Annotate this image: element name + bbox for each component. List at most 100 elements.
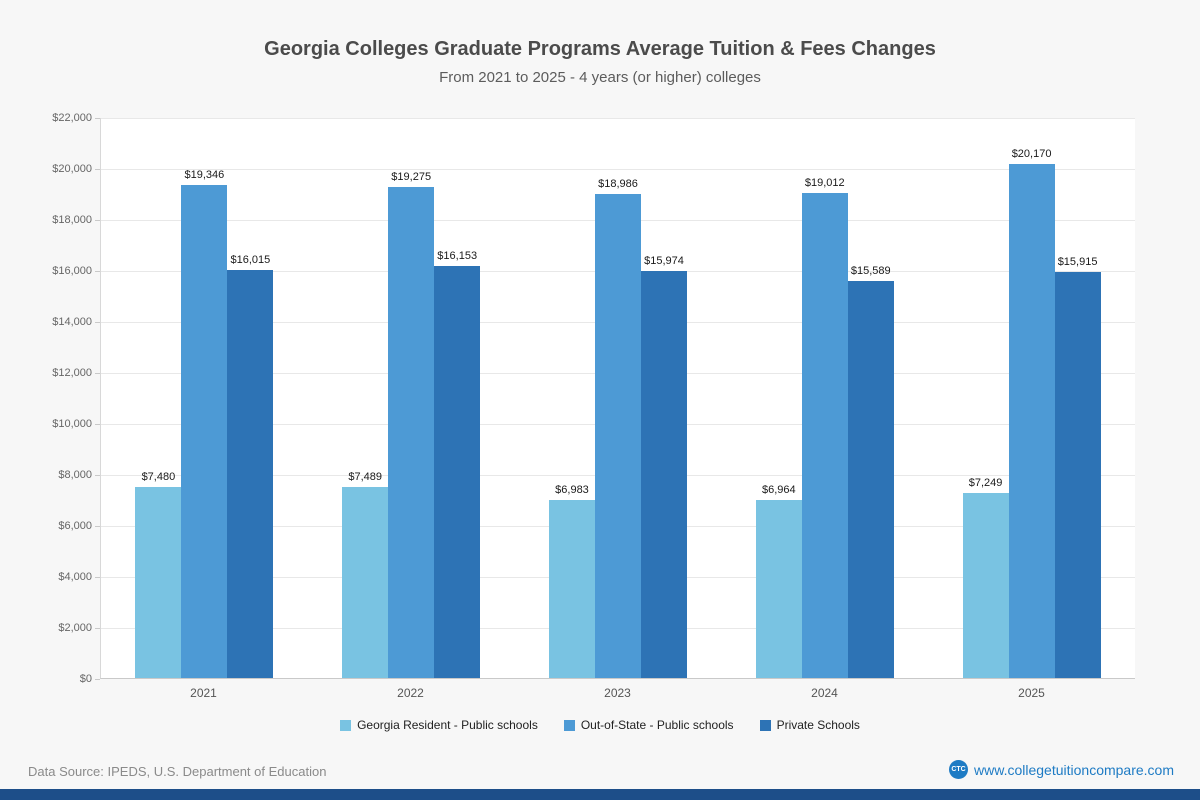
legend-marker-icon [563, 719, 575, 731]
bar-value-label: $19,012 [804, 177, 845, 190]
bar [388, 186, 435, 678]
bar-column: $16,015 [227, 118, 274, 678]
legend-label: Out-of-State - Public schools [580, 718, 734, 732]
x-tick-label: 2023 [604, 686, 631, 700]
bar-column: $19,012 [801, 118, 848, 678]
y-tick-mark [95, 424, 100, 425]
y-tick-mark [95, 271, 100, 272]
bar-value-label: $20,170 [1011, 147, 1052, 160]
y-tick-label: $22,000 [52, 112, 92, 124]
data-source-text: Data Source: IPEDS, U.S. Department of E… [28, 764, 327, 779]
y-tick-mark [95, 475, 100, 476]
y-tick-mark [95, 169, 100, 170]
y-tick-label: $0 [79, 673, 92, 685]
bar-value-label: $19,275 [391, 170, 432, 183]
bar-column: $16,153 [434, 118, 481, 678]
bar [962, 493, 1009, 678]
y-tick-label: $10,000 [52, 418, 92, 430]
bar-column: $15,915 [1054, 118, 1101, 678]
y-tick-label: $8,000 [58, 469, 92, 481]
bar-group-2022: $7,489 $19,275 $16,153 [308, 118, 515, 678]
y-tick-label: $16,000 [52, 265, 92, 277]
bar-column: $18,986 [594, 118, 641, 678]
bar [594, 193, 641, 678]
y-tick-mark [95, 322, 100, 323]
y-tick-label: $20,000 [52, 163, 92, 175]
bar [1008, 163, 1055, 678]
bar-value-label: $15,974 [644, 254, 684, 267]
site-logo-icon: CTC [949, 760, 969, 779]
legend-label: Private Schools [776, 718, 860, 732]
y-tick-mark [95, 577, 100, 578]
y-tick-label: $12,000 [52, 367, 92, 379]
bar-value-label: $15,915 [1057, 256, 1098, 269]
legend-item: Private Schools [759, 718, 860, 732]
bar-group-2023: $6,983 $18,986 $15,974 [515, 118, 722, 678]
bar-value-label: $16,153 [437, 250, 478, 263]
bar [181, 184, 228, 678]
y-tick-label: $6,000 [58, 520, 92, 532]
bar [801, 193, 848, 678]
y-axis: $0 $2,000 $4,000 $6,000 $8,000 $10,000 $12,000… [0, 112, 100, 685]
chart-subtitle: From 2021 to 2025 - 4 years (or higher) … [439, 69, 761, 86]
bar-value-label: $18,986 [598, 177, 638, 190]
bar-value-label: $19,346 [184, 168, 225, 181]
bar-column: $15,974 [640, 118, 687, 678]
bar-group-2024: $6,964 $19,012 $15,589 [721, 118, 928, 678]
gridline [101, 118, 1135, 119]
x-tick-label: 2025 [1018, 686, 1045, 700]
bar [227, 269, 274, 678]
plot-area: $7,480 $19,346 $16,015 $7,489 $19,275 $16,153… [100, 118, 1135, 679]
bar-column: $15,589 [847, 118, 894, 678]
bar-groups: $7,480 $19,346 $16,015 $7,489 $19,275 $16,153… [101, 118, 1135, 678]
y-tick-mark [95, 118, 100, 119]
bar [847, 280, 894, 678]
legend: Georgia Resident - Public schools Out-of-… [0, 718, 1200, 732]
legend-item: Out-of-State - Public schools [563, 718, 734, 732]
bottom-accent-bar [0, 789, 1200, 800]
bar [342, 487, 389, 678]
bar-value-label: $6,964 [761, 484, 796, 497]
y-tick-mark [95, 526, 100, 527]
bar-column: $19,275 [388, 118, 435, 678]
x-tick-label: 2022 [397, 686, 424, 700]
bar-column: $20,170 [1008, 118, 1055, 678]
bar-column: $6,964 [755, 118, 802, 678]
bar-value-label: $16,015 [230, 253, 271, 266]
bar [135, 487, 182, 678]
bar-value-label: $7,480 [141, 471, 176, 484]
bar-column: $7,249 [962, 118, 1009, 678]
bar-column: $7,480 [135, 118, 182, 678]
gridline [101, 169, 1135, 170]
bar-column: $19,346 [181, 118, 228, 678]
bar [640, 270, 687, 678]
x-tick-label: 2024 [811, 686, 838, 700]
site-url: www.collegetuitioncompare.com [974, 761, 1174, 778]
y-tick-label: $18,000 [52, 214, 92, 226]
bar-group-2025: $7,249 $20,170 $15,915 [928, 118, 1135, 678]
legend-item: Georgia Resident - Public schools [340, 718, 538, 732]
x-tick-label: 2021 [190, 686, 217, 700]
y-tick-mark [95, 628, 100, 629]
y-tick-label: $14,000 [52, 316, 92, 328]
y-tick-mark [95, 373, 100, 374]
bar [755, 500, 802, 678]
bar-column: $7,489 [342, 118, 389, 678]
bar [548, 499, 595, 678]
bar-value-label: $15,589 [850, 264, 891, 277]
legend-label: Georgia Resident - Public schools [357, 718, 538, 732]
bar-column: $6,983 [548, 118, 595, 678]
legend-marker-icon [340, 719, 352, 731]
y-tick-mark [95, 679, 100, 680]
bar [1054, 272, 1101, 678]
bar-value-label: $6,983 [555, 483, 589, 496]
chart-title: Georgia Colleges Graduate Programs Avera… [264, 38, 936, 60]
bar-value-label: $7,489 [348, 471, 383, 483]
y-tick-label: $2,000 [58, 622, 92, 634]
bar-group-2021: $7,480 $19,346 $16,015 [101, 118, 308, 678]
site-link[interactable]: CTC www.collegetuitioncompare.com [949, 760, 1174, 779]
legend-marker-icon [759, 719, 771, 731]
y-tick-mark [95, 220, 100, 221]
x-axis: 2021 2022 2023 2024 2025 [100, 686, 1135, 700]
